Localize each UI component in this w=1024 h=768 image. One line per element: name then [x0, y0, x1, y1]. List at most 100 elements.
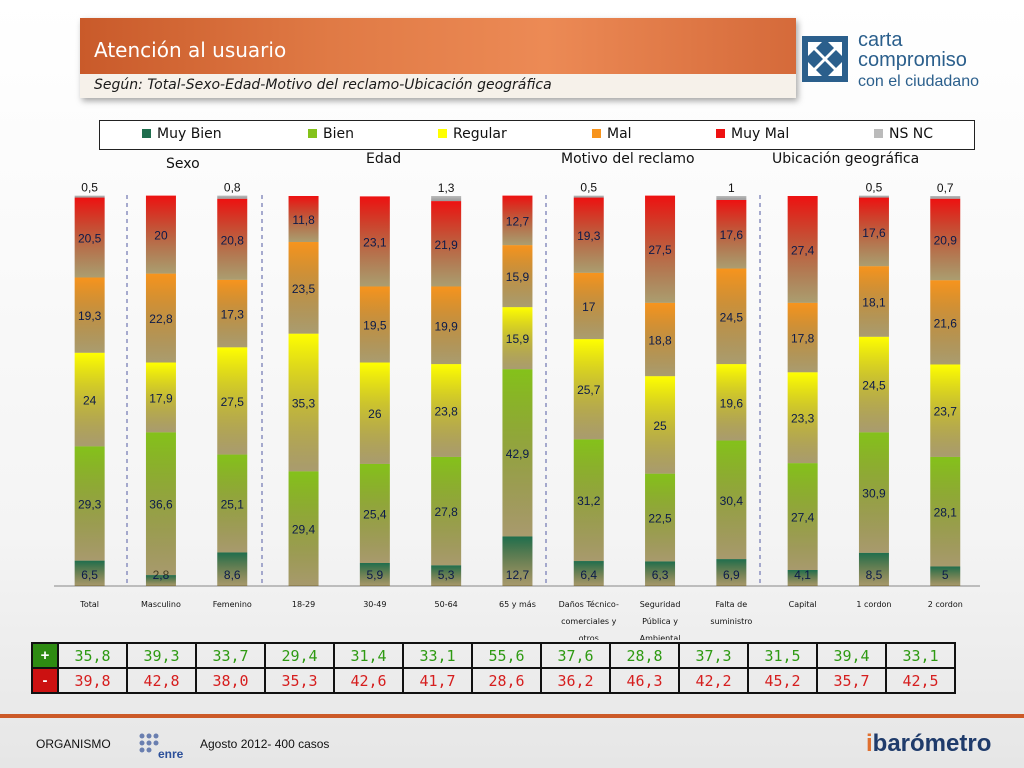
- category-label: Daños Técnico-: [559, 599, 619, 609]
- summary-cell: 38,0: [195, 667, 266, 694]
- bar-segment-regular: [74, 352, 105, 447]
- stacked-bar-chart: 6,529,32419,320,50,5Total2,836,617,922,8…: [54, 181, 980, 640]
- data-label: 6,9: [723, 568, 740, 582]
- legend-swatch: [716, 129, 725, 138]
- legend-swatch: [438, 129, 447, 138]
- data-label: 1,3: [438, 181, 455, 195]
- data-label: 26: [368, 407, 382, 421]
- summary-cell: 55,6: [471, 642, 542, 669]
- summary-cell: 35,3: [264, 667, 335, 694]
- data-label: 8,6: [224, 568, 241, 582]
- page-subtitle: Según: Total-Sexo-Edad-Motivo del reclam…: [94, 77, 552, 93]
- data-label: 6,4: [580, 568, 597, 582]
- barometro-logo-i: i: [866, 730, 873, 757]
- bar-segment-mal: [288, 242, 319, 334]
- bar-segment-bien: [74, 446, 105, 561]
- bar-segment-muy-mal: [787, 196, 818, 303]
- data-label: 25,4: [363, 507, 387, 521]
- data-label: 4,1: [794, 568, 811, 582]
- legend-item-bien: Bien: [308, 126, 354, 142]
- data-label: 19,6: [720, 396, 744, 410]
- data-label: 19,3: [78, 309, 102, 323]
- data-label: 12,7: [506, 214, 530, 228]
- svg-text:enre: enre: [158, 747, 184, 761]
- summary-cell: 42,8: [126, 667, 197, 694]
- bar-segment-muy-bien: [930, 566, 961, 586]
- footer-divider: [0, 714, 1024, 718]
- data-label: 1: [728, 181, 735, 195]
- data-label: 11,8: [292, 213, 315, 227]
- bar-segment-muy-mal: [716, 199, 747, 269]
- data-label: 18,1: [862, 295, 886, 309]
- bar-segment-ns-nc: [431, 196, 462, 202]
- category-label: Seguridad: [640, 600, 681, 609]
- data-label: 19,9: [434, 319, 458, 333]
- negative-sign: -: [31, 667, 59, 694]
- bar-segment-bien: [359, 463, 390, 563]
- data-label: 23,5: [292, 282, 316, 296]
- bar-segment-muy-bien: [645, 561, 676, 586]
- logo-line3: con el ciudadano: [858, 73, 979, 90]
- data-label: 17,3: [221, 308, 245, 322]
- summary-cell: 37,6: [540, 642, 611, 669]
- category-label: 30-49: [363, 600, 386, 609]
- data-label: 25,1: [221, 498, 245, 512]
- summary-cell: 28,6: [471, 667, 542, 694]
- summary-cell: 39,8: [57, 667, 128, 694]
- bar-segment-muy-mal: [431, 201, 462, 287]
- bar-segment-mal: [573, 272, 604, 340]
- data-label: 17,6: [862, 226, 886, 240]
- group-heading-motivo: Motivo del reclamo: [561, 151, 695, 167]
- data-label: 0,5: [580, 181, 597, 195]
- bar-segment-mal: [502, 245, 533, 308]
- carta-compromiso-logo-text: carta compromiso con el ciudadano: [858, 30, 979, 92]
- legend-label: NS NC: [889, 126, 934, 142]
- data-label: 0,5: [81, 181, 98, 195]
- positive-sign: +: [31, 642, 59, 669]
- bar-segment-regular: [858, 336, 889, 433]
- bar-segment-regular: [288, 333, 319, 472]
- data-label: 15,9: [506, 270, 530, 284]
- bar-segment-bien: [431, 456, 462, 566]
- data-label: 35,3: [292, 397, 316, 411]
- data-label: 22,8: [149, 312, 173, 326]
- bar-segment-muy-mal: [217, 198, 248, 280]
- data-label: 25,7: [577, 383, 601, 397]
- data-label: 31,2: [577, 494, 601, 508]
- bar-segment-bien: [930, 456, 961, 567]
- bar-segment-muy-mal: [74, 197, 105, 278]
- bar-segment-muy-mal: [858, 197, 889, 267]
- summary-cell: 41,7: [402, 667, 473, 694]
- legend-item-muy-bien: Muy Bien: [142, 126, 222, 142]
- data-label: 27,5: [648, 243, 672, 257]
- summary-cell: 31,5: [747, 642, 818, 669]
- data-label: 20,5: [78, 232, 102, 246]
- summary-cell: 33,1: [402, 642, 473, 669]
- legend-item-muy-mal: Muy Mal: [716, 126, 789, 142]
- data-label: 29,3: [78, 498, 102, 512]
- summary-cell: 36,2: [540, 667, 611, 694]
- bar-segment-mal: [217, 279, 248, 348]
- summary-cell: 37,3: [678, 642, 749, 669]
- data-label: 0,8: [224, 181, 241, 195]
- bar-segment-bien: [573, 439, 604, 562]
- data-label: 28,1: [934, 506, 958, 520]
- category-label: 2 cordon: [928, 600, 963, 609]
- category-label: Pública y: [642, 617, 678, 626]
- bar-segment-mal: [145, 273, 176, 363]
- bar-segment-muy-bien: [431, 565, 462, 586]
- bar-segment-muy-bien: [359, 562, 390, 586]
- data-label: 29,4: [292, 523, 316, 537]
- category-label: comerciales y: [561, 617, 617, 626]
- legend-swatch: [308, 129, 317, 138]
- data-label: 19,5: [363, 319, 387, 333]
- legend-item-ns-nc: NS NC: [874, 126, 933, 142]
- bar-segment-bien: [787, 463, 818, 571]
- data-label: 24: [83, 394, 97, 408]
- bar-segment-bien: [145, 432, 176, 576]
- data-label: 20,8: [221, 233, 245, 247]
- bar-segment-muy-bien: [787, 570, 818, 586]
- bar-segment-muy-mal: [930, 198, 961, 281]
- summary-cell: 42,5: [885, 667, 956, 694]
- category-label: 1 cordon: [856, 600, 891, 609]
